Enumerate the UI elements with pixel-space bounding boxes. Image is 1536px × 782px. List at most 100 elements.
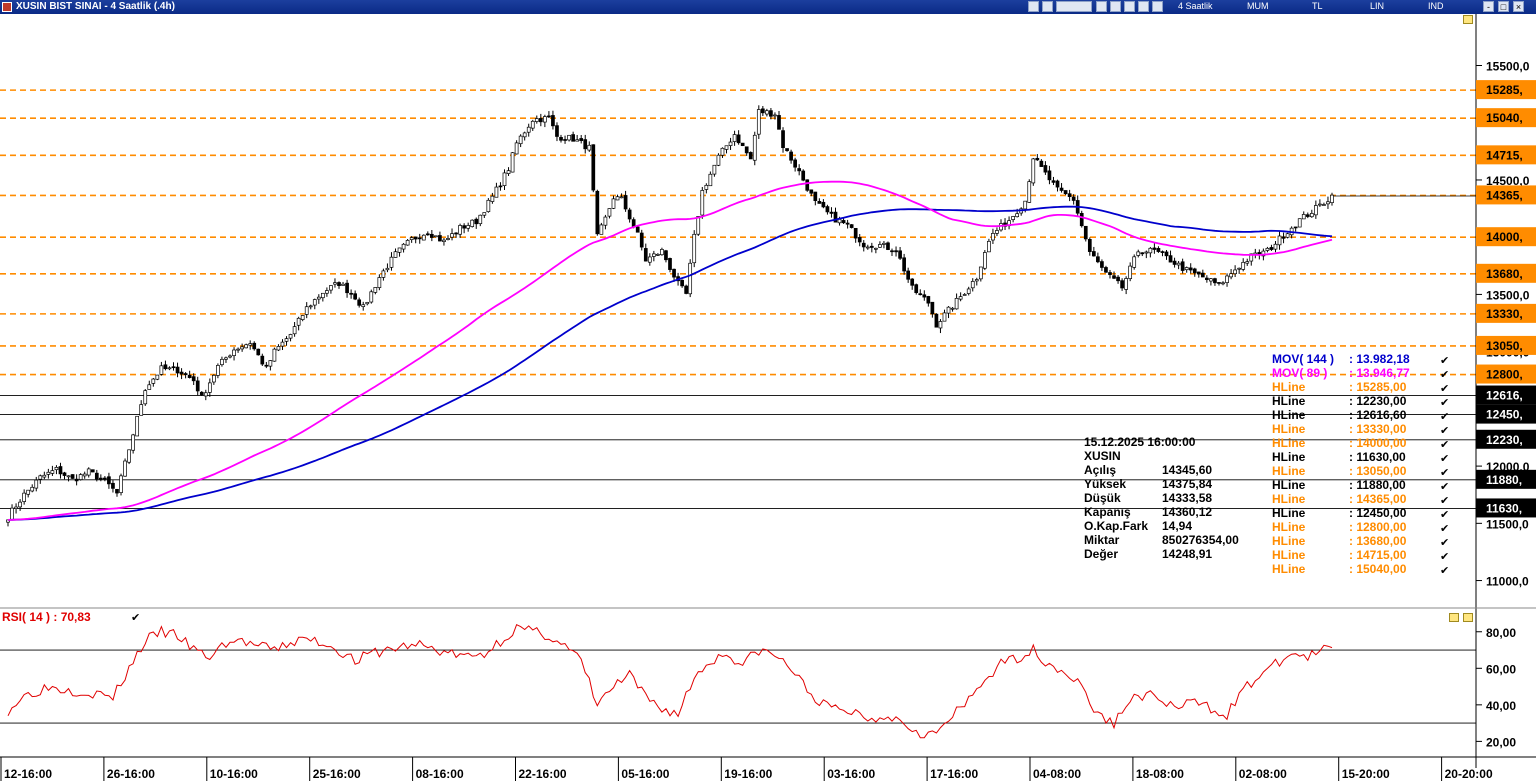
candle-body [284, 338, 289, 342]
check-icon[interactable]: ✔ [1440, 439, 1450, 451]
candle-body [619, 196, 624, 199]
candle-body [14, 506, 18, 509]
candle-body [1217, 282, 1221, 284]
panel-button-icon[interactable] [1463, 15, 1473, 24]
check-icon[interactable]: ✔ [1440, 411, 1450, 423]
check-icon[interactable]: ✔ [1440, 369, 1450, 381]
candle-body [183, 373, 188, 376]
line-icon[interactable] [1110, 1, 1121, 12]
candle-body [171, 366, 176, 369]
candle-body [914, 284, 919, 294]
candle-body [1091, 251, 1096, 257]
ohlc-row-value: 14,94 [1162, 519, 1193, 533]
check-icon[interactable]: ✔ [1440, 355, 1450, 367]
time-tick-label: 04-08:00 [1033, 767, 1081, 781]
tab-candles[interactable]: MUM [1247, 1, 1269, 11]
ohlc-row-label: Değer [1084, 547, 1119, 561]
check-icon[interactable]: ✔ [1440, 523, 1450, 535]
candle-body [74, 478, 79, 482]
hline-value: : 12230,00 [1349, 394, 1407, 408]
check-icon[interactable]: ✔ [1440, 537, 1450, 549]
candle-body [1205, 277, 1209, 280]
candle-body [518, 135, 523, 145]
check-icon[interactable]: ✔ [1440, 397, 1450, 409]
check-icon[interactable]: ✔ [1440, 551, 1450, 563]
hline-value: : 11880,00 [1349, 478, 1406, 492]
panel-button-icon[interactable] [1449, 613, 1459, 622]
candle-body [1136, 251, 1141, 256]
panel-close-icon[interactable] [1463, 613, 1473, 622]
ohlc-row-value: 14360,12 [1162, 505, 1213, 519]
period-label[interactable]: 4 Saatlik [1178, 1, 1213, 11]
candle-body [708, 173, 713, 187]
candle-body [793, 159, 797, 168]
candle-body [728, 141, 733, 146]
candle-body [716, 154, 721, 166]
candle-body [551, 115, 555, 127]
draw-icon[interactable] [1096, 1, 1107, 12]
search-icon[interactable] [1152, 1, 1163, 12]
hline-label: HLine [1272, 464, 1306, 478]
candle-body [1039, 160, 1044, 167]
grid-icon[interactable] [1028, 1, 1039, 12]
candle-body [312, 299, 317, 306]
candle-body [147, 384, 152, 390]
candle-body [341, 283, 345, 286]
check-icon[interactable]: ✔ [1440, 565, 1450, 577]
candle-body [369, 291, 374, 303]
tab-ind[interactable]: IND [1428, 1, 1444, 11]
candle-body [1314, 205, 1318, 216]
format-icon[interactable] [1056, 1, 1092, 12]
candle-body [1144, 251, 1149, 254]
candle-body [1277, 235, 1282, 246]
candle-body [983, 252, 987, 269]
ohlc-row-value: 850276354,00 [1162, 533, 1239, 547]
rsi-check-icon[interactable]: ✔ [131, 612, 141, 624]
tool-icon[interactable] [1138, 1, 1149, 12]
rsi-label: RSI( 14 ) : 70,83 [2, 610, 91, 624]
tab-lin[interactable]: LIN [1370, 1, 1385, 11]
candle-body [86, 468, 91, 476]
candle-body [393, 251, 398, 258]
candle-body [845, 222, 850, 225]
candle-body [1067, 193, 1072, 197]
candle-body [970, 281, 975, 289]
candle-body [46, 471, 51, 475]
candle-body [696, 216, 701, 235]
hline-value: : 11630,00 [1349, 450, 1406, 464]
candle-body [409, 237, 414, 241]
candle-body [583, 139, 588, 150]
check-icon[interactable]: ✔ [1440, 481, 1450, 493]
check-icon[interactable]: ✔ [1440, 467, 1450, 479]
price-chart[interactable]: 15500,014500,013500,013000,012000,011500… [0, 14, 1536, 782]
scale-icon[interactable] [1042, 1, 1053, 12]
maximize-button[interactable]: □ [1498, 1, 1509, 12]
check-icon[interactable]: ✔ [1440, 425, 1450, 437]
minimize-button[interactable]: - [1483, 1, 1494, 12]
ohlc-row-label: Kapanış [1084, 505, 1131, 519]
candle-body [1188, 267, 1193, 271]
candle-body [954, 298, 959, 310]
candle-body [942, 312, 947, 322]
check-icon[interactable]: ✔ [1440, 495, 1450, 507]
candle-body [304, 306, 309, 315]
close-button[interactable]: × [1513, 1, 1524, 12]
candle-body [603, 216, 608, 226]
candle-body [720, 147, 725, 156]
time-tick-label: 03-16:00 [827, 767, 875, 781]
candle-body [232, 349, 236, 356]
candle-body [692, 233, 697, 264]
check-icon[interactable]: ✔ [1440, 383, 1450, 395]
candle-body [385, 267, 390, 271]
candle-body [288, 334, 293, 339]
candle-body [66, 475, 71, 478]
price-tag-label: 15040, [1486, 111, 1523, 125]
candle-body [321, 292, 325, 299]
check-icon[interactable]: ✔ [1440, 453, 1450, 465]
pencil-icon[interactable] [1124, 1, 1135, 12]
price-tag-label: 12230, [1486, 433, 1523, 447]
candle-body [1209, 278, 1213, 282]
check-icon[interactable]: ✔ [1440, 509, 1450, 521]
tab-tl[interactable]: TL [1312, 1, 1323, 11]
ohlc-row-value: 14345,60 [1162, 463, 1213, 477]
